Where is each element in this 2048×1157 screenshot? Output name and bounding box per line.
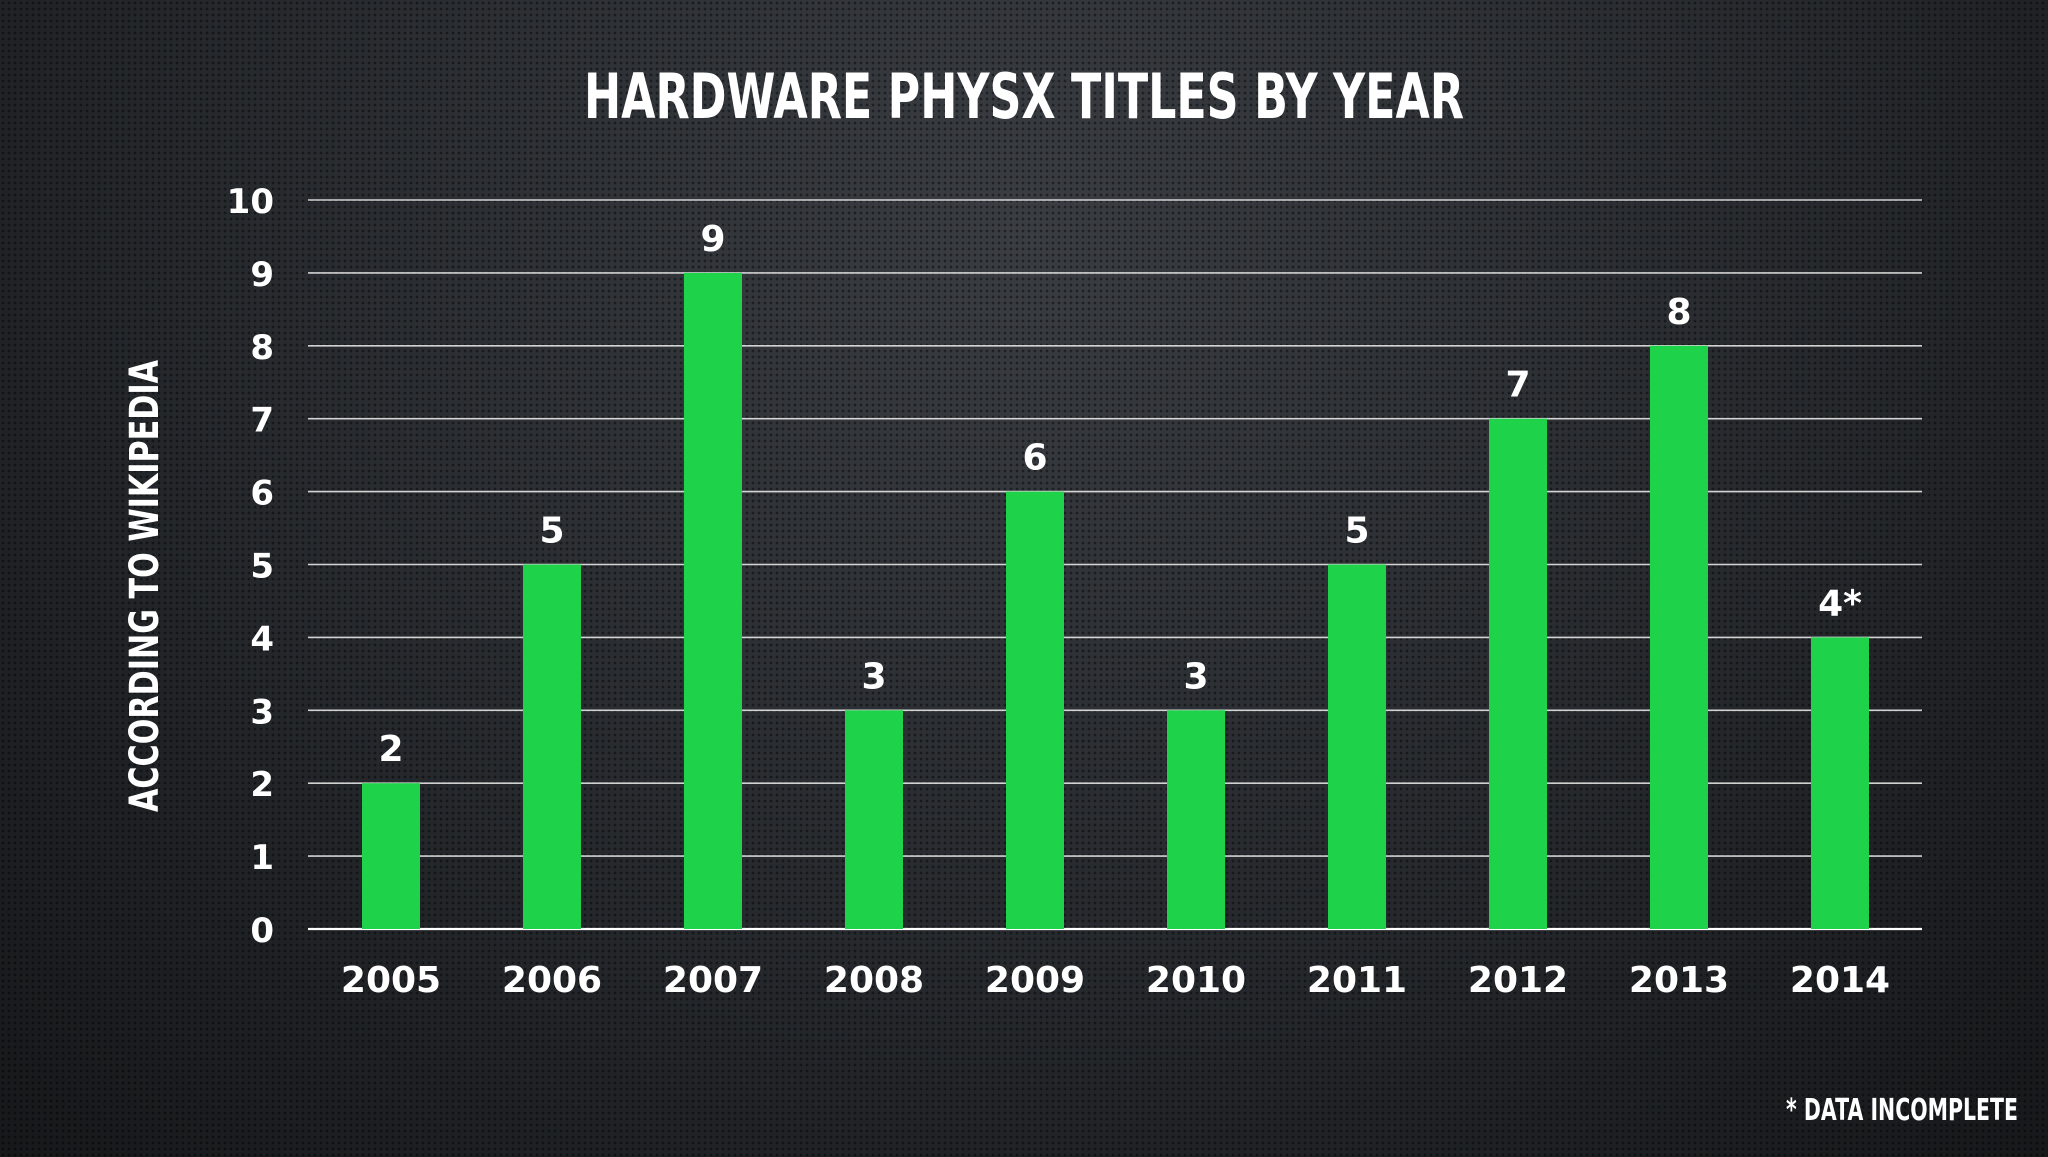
chart-title: HARDWARE PHYSX TITLES BY YEAR — [584, 60, 1464, 133]
x-tick-label-2008: 2008 — [824, 960, 924, 1001]
y-tick-label: 3 — [250, 692, 274, 732]
y-tick-label: 8 — [250, 328, 274, 368]
x-tick-label-2012: 2012 — [1468, 960, 1568, 1001]
value-labels: 2 5 9 3 6 3 5 7 8 4* — [378, 219, 1862, 770]
bar-2013 — [1650, 345, 1708, 929]
footnote: * DATA INCOMPLETE — [1786, 1093, 2018, 1128]
x-tick-label-2014: 2014 — [1790, 960, 1890, 1001]
bar-2010 — [1167, 710, 1225, 929]
y-tick-label: 2 — [250, 765, 274, 805]
bar-2012 — [1489, 418, 1547, 929]
bar-2014 — [1811, 637, 1869, 929]
bar-2007 — [684, 272, 742, 929]
value-label-2009: 6 — [1022, 438, 1047, 479]
y-tick-label: 10 — [227, 182, 274, 222]
x-tick-label-2013: 2013 — [1629, 960, 1729, 1001]
bar-2008 — [845, 710, 903, 929]
x-axis-ticks: 2005 2006 2007 2008 2009 2010 2011 2012 2013 2014 — [341, 960, 1890, 1001]
y-tick-label: 1 — [250, 838, 274, 878]
bars — [362, 272, 1869, 929]
x-tick-label-2006: 2006 — [502, 960, 602, 1001]
value-label-2011: 5 — [1344, 511, 1369, 552]
y-tick-label: 0 — [250, 911, 274, 951]
bar-2009 — [1006, 491, 1064, 929]
x-tick-label-2005: 2005 — [341, 960, 441, 1001]
value-label-2005: 2 — [378, 729, 403, 770]
bar-2011 — [1328, 564, 1386, 929]
value-label-2008: 3 — [861, 656, 886, 697]
x-tick-label-2010: 2010 — [1146, 960, 1246, 1001]
y-tick-label: 6 — [250, 474, 274, 514]
value-label-2012: 7 — [1505, 365, 1530, 406]
y-tick-label: 9 — [250, 255, 274, 295]
value-label-2007: 9 — [700, 219, 725, 260]
y-tick-label: 5 — [250, 547, 274, 587]
y-axis-label: ACCORDING TO WIKIPEDIA — [122, 360, 168, 812]
bar-2005 — [362, 783, 420, 929]
bar-2006 — [523, 564, 581, 929]
value-label-2013: 8 — [1666, 292, 1691, 333]
value-label-2010: 3 — [1183, 656, 1208, 697]
y-tick-label: 4 — [250, 619, 274, 659]
x-tick-label-2009: 2009 — [985, 960, 1085, 1001]
y-axis-ticks: 0 1 2 3 4 5 6 7 8 9 10 — [227, 182, 274, 951]
value-label-2014: 4* — [1818, 583, 1862, 624]
y-tick-label: 7 — [250, 401, 274, 441]
x-tick-label-2007: 2007 — [663, 960, 763, 1001]
value-label-2006: 5 — [539, 511, 564, 552]
x-tick-label-2011: 2011 — [1307, 960, 1407, 1001]
